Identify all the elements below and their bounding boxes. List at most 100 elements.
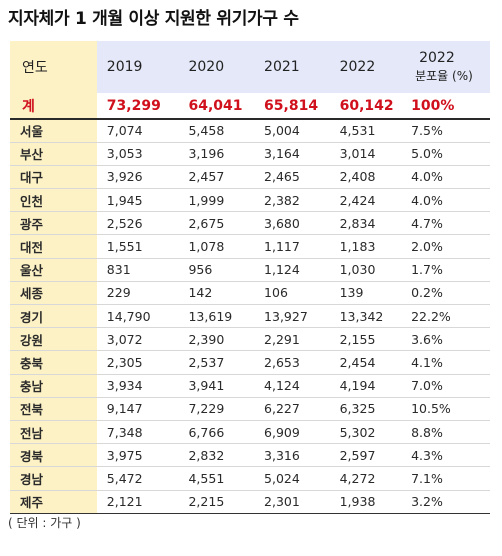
value-2021: 3,164	[254, 142, 330, 166]
table-row: 울산 831 956 1,124 1,030 1.7%	[10, 258, 490, 282]
value-2022: 2,597	[329, 443, 402, 468]
value-2022: 1,938	[329, 490, 402, 514]
value-2020: 2,675	[178, 211, 255, 236]
total-value: 73,299	[106, 97, 161, 114]
value-2020: 3,196	[178, 142, 255, 166]
header-region: 연도	[10, 41, 97, 93]
value-2019: 3,053	[96, 142, 179, 166]
value-2022: 4,194	[329, 374, 402, 398]
value-2021: 5,024	[254, 466, 330, 491]
value-2020: 4,551	[178, 466, 255, 491]
value-2021: 2,465	[254, 165, 330, 190]
ratio-value: 5.0%	[401, 142, 490, 166]
header-year-2019: 2019	[106, 59, 143, 75]
value-2021: 6,227	[254, 397, 330, 421]
data-table: 연도 2019 2020 2021 2022 2022 분포율 (%) 계 73…	[10, 41, 490, 514]
ratio-value: 4.7%	[401, 211, 490, 236]
value-2020: 7,229	[178, 397, 255, 421]
value-2020: 956	[178, 258, 255, 282]
value-2022: 4,531	[329, 119, 402, 143]
ratio-value: 3.6%	[401, 327, 490, 352]
header-ratio: 2022 분포율 (%)	[401, 41, 490, 93]
value-2022: 3,014	[329, 142, 402, 166]
region-rows: 서울 7,074 5,458 5,004 4,531 7.5% 부산 3,053 3,196 3,…	[10, 119, 490, 514]
table-row: 부산 3,053 3,196 3,164 3,014 5.0%	[10, 142, 490, 166]
ratio-value: 7.5%	[401, 119, 490, 143]
table-row: 경남 5,472 4,551 5,024 4,272 7.1%	[10, 466, 490, 491]
table-row: 서울 7,074 5,458 5,004 4,531 7.5%	[10, 119, 490, 143]
value-2020: 2,537	[178, 350, 255, 375]
value-2019: 3,934	[96, 374, 179, 398]
value-2019: 1,945	[96, 188, 179, 213]
value-2021: 1,124	[254, 258, 330, 282]
value-2020: 5,458	[178, 119, 255, 143]
table-row: 충북 2,305 2,537 2,653 2,454 4.1%	[10, 350, 490, 375]
value-2022: 2,424	[329, 188, 402, 213]
value-2019: 2,526	[96, 211, 179, 236]
value-2019: 7,074	[96, 119, 179, 143]
value-2022: 1,030	[329, 258, 402, 282]
value-2021: 6,909	[254, 420, 330, 445]
value-2022: 1,183	[329, 234, 402, 259]
ratio-value: 4.3%	[401, 443, 490, 468]
value-2022: 2,454	[329, 350, 402, 375]
region-name: 강원	[10, 327, 97, 352]
region-name: 경기	[10, 304, 97, 329]
table-row: 광주 2,526 2,675 3,680 2,834 4.7%	[10, 211, 490, 236]
table-row: 경기 14,790 13,619 13,927 13,342 22.2%	[10, 304, 490, 329]
total-value: 65,814	[264, 97, 319, 114]
value-2019: 3,072	[96, 327, 179, 352]
region-name: 경북	[10, 443, 97, 468]
value-2019: 3,926	[96, 165, 179, 190]
ratio-value: 3.2%	[401, 490, 490, 514]
table-row: 충남 3,934 3,941 4,124 4,194 7.0%	[10, 374, 490, 398]
value-2019: 5,472	[96, 466, 179, 491]
total-ratio: 100%	[411, 97, 455, 114]
value-2022: 13,342	[329, 304, 402, 329]
value-2020: 1,999	[178, 188, 255, 213]
value-2020: 2,457	[178, 165, 255, 190]
value-2019: 2,121	[96, 490, 179, 514]
header-row: 연도 2019 2020 2021 2022 2022 분포율 (%)	[10, 41, 490, 93]
header-year-2020: 2020	[188, 59, 225, 75]
table-row: 강원 3,072 2,390 2,291 2,155 3.6%	[10, 327, 490, 352]
value-2019: 229	[96, 281, 179, 306]
ratio-value: 0.2%	[401, 281, 490, 306]
table-row: 대전 1,551 1,078 1,117 1,183 2.0%	[10, 234, 490, 259]
ratio-value: 4.1%	[401, 350, 490, 375]
table-row: 대구 3,926 2,457 2,465 2,408 4.0%	[10, 165, 490, 190]
region-name: 전남	[10, 420, 97, 445]
ratio-value: 4.0%	[401, 165, 490, 190]
value-2019: 1,551	[96, 234, 179, 259]
region-name: 충남	[10, 374, 97, 398]
value-2021: 3,680	[254, 211, 330, 236]
region-name: 전북	[10, 397, 97, 421]
ratio-value: 22.2%	[401, 304, 490, 329]
value-2021: 5,004	[254, 119, 330, 143]
region-name: 대전	[10, 234, 97, 259]
ratio-value: 1.7%	[401, 258, 490, 282]
value-2021: 2,301	[254, 490, 330, 514]
table-row: 세종 229 142 106 139 0.2%	[10, 281, 490, 306]
total-value: 60,142	[339, 97, 394, 114]
total-value: 64,041	[188, 97, 243, 114]
total-section: 계 73,299 64,041 65,814 60,142 100%	[10, 93, 490, 119]
value-2021: 3,316	[254, 443, 330, 468]
header-year-2022: 2022	[339, 59, 376, 75]
value-2020: 3,941	[178, 374, 255, 398]
value-2021: 13,927	[254, 304, 330, 329]
value-2019: 3,975	[96, 443, 179, 468]
region-name: 충북	[10, 350, 97, 375]
crisis-household-table: 연도 2019 2020 2021 2022 2022 분포율 (%) 계 73…	[10, 41, 490, 514]
value-2020: 2,832	[178, 443, 255, 468]
ratio-value: 10.5%	[401, 397, 490, 421]
table-row: 전남 7,348 6,766 6,909 5,302 8.8%	[10, 420, 490, 445]
table-row: 인천 1,945 1,999 2,382 2,424 4.0%	[10, 188, 490, 213]
table-row: 전북 9,147 7,229 6,227 6,325 10.5%	[10, 397, 490, 421]
value-2021: 2,653	[254, 350, 330, 375]
region-name: 서울	[10, 119, 97, 143]
ratio-value: 2.0%	[401, 234, 490, 259]
value-2020: 6,766	[178, 420, 255, 445]
value-2019: 9,147	[96, 397, 179, 421]
header-ratio-label: 분포율 (%)	[415, 69, 473, 83]
